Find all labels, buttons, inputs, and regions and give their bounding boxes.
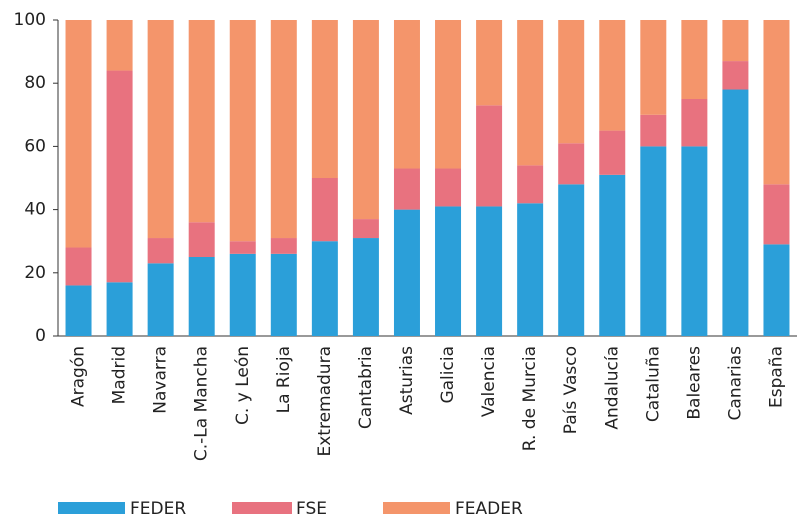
bar-segment xyxy=(106,20,133,71)
bar-segment xyxy=(147,20,174,239)
bar-segment xyxy=(311,241,338,336)
x-tick-label: Asturias xyxy=(397,346,417,415)
x-tick-label: R. de Murcia xyxy=(520,346,540,451)
x-tick-label: Extremadura xyxy=(315,346,335,457)
bar-segment xyxy=(476,20,503,106)
bar-segment xyxy=(599,20,626,131)
bar-segment xyxy=(435,168,462,207)
bar-segment xyxy=(311,20,338,178)
x-tick-label: Valencia xyxy=(479,346,499,417)
bar-segment xyxy=(599,174,626,336)
bar-segment xyxy=(188,222,215,257)
bar-segment xyxy=(106,282,133,336)
bar-segment xyxy=(393,20,420,169)
bar-segment xyxy=(558,184,585,336)
bar-segment xyxy=(599,130,626,175)
bar-segment xyxy=(393,209,420,336)
legend-swatch xyxy=(383,502,450,514)
x-tick-label: Canarias xyxy=(725,346,745,421)
bar-segment xyxy=(229,241,256,254)
y-tick-label: 0 xyxy=(35,326,46,346)
bar-segment xyxy=(722,89,749,337)
x-tick-label: C. y León xyxy=(233,346,253,425)
y-tick-label: 60 xyxy=(24,136,46,156)
bar-segment xyxy=(352,238,379,336)
bar-segment xyxy=(476,105,503,207)
bar-segment xyxy=(722,20,749,62)
x-tick-label: Baleares xyxy=(684,346,704,420)
bar-segment xyxy=(640,20,667,115)
x-tick-label: C.-La Mancha xyxy=(192,346,212,461)
bar-segment xyxy=(681,146,708,336)
bar-segment xyxy=(188,20,215,223)
bar-segment xyxy=(270,20,297,239)
y-tick-label: 20 xyxy=(24,263,46,283)
legend-label: FEADER xyxy=(455,499,523,519)
y-tick-label: 80 xyxy=(24,73,46,93)
bar-segment xyxy=(640,114,667,147)
bar-segment xyxy=(763,20,790,185)
bar-segment xyxy=(681,99,708,147)
bar-segment xyxy=(435,20,462,169)
bar-segment xyxy=(106,70,133,283)
bar-segment xyxy=(65,285,92,336)
bar-segment xyxy=(681,20,708,99)
x-tick-label: Aragón xyxy=(69,346,89,407)
y-tick-label: 40 xyxy=(24,200,46,220)
bar-segment xyxy=(229,253,256,336)
bar-segment xyxy=(517,20,544,166)
bar-segment xyxy=(763,184,790,245)
x-tick-label: Navarra xyxy=(151,346,171,414)
bar-segment xyxy=(270,253,297,336)
bar-segment xyxy=(65,20,92,248)
x-tick-label: País Vasco xyxy=(561,346,581,434)
x-tick-label: Cataluña xyxy=(643,346,663,422)
bar-segment xyxy=(352,219,379,239)
x-tick-label: Galicia xyxy=(438,346,458,404)
x-tick-label: Andalucía xyxy=(602,346,622,430)
bar-segment xyxy=(311,178,338,242)
legend-swatch xyxy=(58,502,125,514)
bar-segment xyxy=(147,238,174,264)
bar-segment xyxy=(352,20,379,220)
bar-segment xyxy=(558,20,585,144)
bar-segment xyxy=(517,165,544,204)
bar-segment xyxy=(558,143,585,185)
bar-segment xyxy=(229,20,256,242)
bar-segment xyxy=(722,61,749,90)
bar-segment xyxy=(476,206,503,336)
bar-segment xyxy=(188,257,215,336)
bar-segment xyxy=(147,263,174,336)
bar-segment xyxy=(270,238,297,254)
x-tick-label: España xyxy=(766,346,786,408)
bar-segment xyxy=(435,206,462,336)
bar-segment xyxy=(393,168,420,210)
x-tick-label: Cantabria xyxy=(356,346,376,429)
bar-segment xyxy=(517,203,544,336)
legend-label: FEDER xyxy=(130,499,186,519)
legend-label: FSE xyxy=(296,499,327,519)
bar-segment xyxy=(763,244,790,336)
bar-segment xyxy=(640,146,667,336)
y-tick-label: 100 xyxy=(14,10,46,30)
bar-segment xyxy=(65,247,92,286)
legend-swatch xyxy=(232,502,292,514)
x-tick-label: La Rioja xyxy=(274,346,294,413)
x-tick-label: Madrid xyxy=(110,346,130,404)
